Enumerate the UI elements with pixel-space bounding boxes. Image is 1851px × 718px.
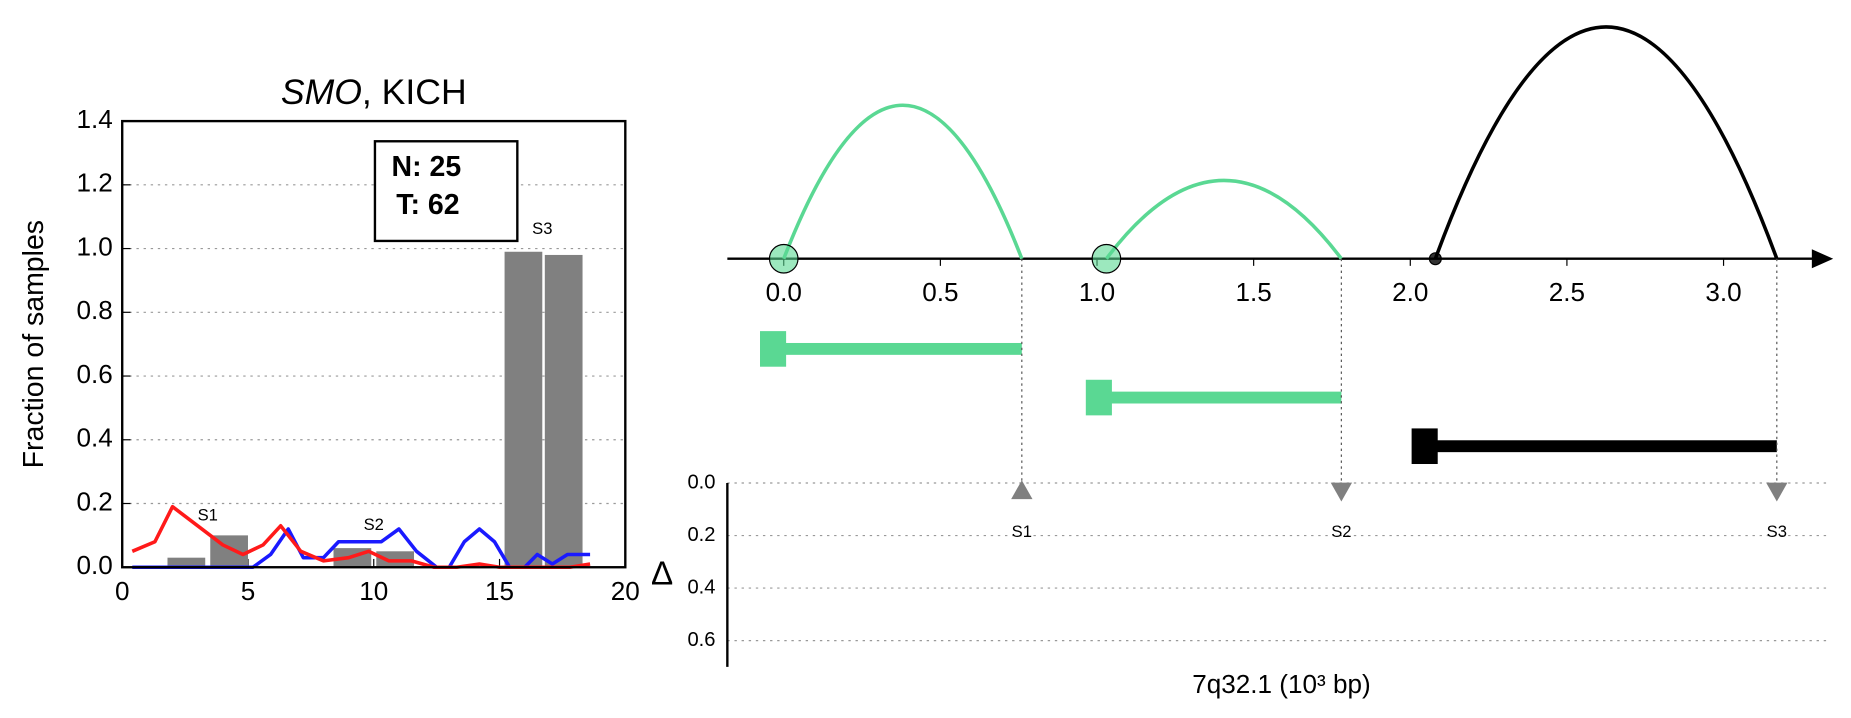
annotation-text: N: 25 <box>392 151 462 183</box>
y-tick-label: 0.6 <box>687 629 715 651</box>
x-tick-label: 20 <box>611 576 640 606</box>
transcript <box>783 342 1022 355</box>
y-tick-label: 0.8 <box>76 295 112 325</box>
breakpoint-marker <box>1330 482 1353 502</box>
x-axis-label: 7q32.1 (10³ bp) <box>1192 669 1370 699</box>
title-cohort: , KICH <box>362 72 467 112</box>
y-tick-label: 1.0 <box>76 231 112 261</box>
bar <box>167 557 206 568</box>
arc <box>1104 178 1343 260</box>
y-tick-label: 0.4 <box>76 423 112 453</box>
annotation-box <box>373 140 519 243</box>
breakpoint-label: S1 <box>1012 522 1032 541</box>
arc <box>1433 25 1779 260</box>
chart-title: SMO, KICH <box>281 72 467 112</box>
arc-start <box>1428 252 1442 266</box>
y-tick-label: 0.6 <box>76 359 112 389</box>
y-tick-label: 0.4 <box>687 576 715 598</box>
transcript-start <box>1411 428 1438 465</box>
title-gene: SMO <box>281 72 362 112</box>
y-axis-label: Δ <box>651 555 673 592</box>
y-axis-label: Fraction of samples <box>18 220 50 468</box>
x-tick-label: 0.0 <box>766 277 802 307</box>
segment-label: S1 <box>198 506 218 525</box>
x-tick-label: 2.0 <box>1392 277 1428 307</box>
x-tick-label: 0.5 <box>922 277 958 307</box>
breakpoint-marker <box>1766 482 1788 502</box>
y-tick-label: 1.2 <box>76 168 112 198</box>
transcript <box>1435 440 1777 453</box>
y-tick-label: 0.2 <box>76 486 112 516</box>
x-tick-label: 10 <box>359 576 388 606</box>
transcript-start <box>760 331 787 367</box>
x-tick-label: 1.5 <box>1236 277 1272 307</box>
y-tick-label: 1.4 <box>76 104 112 134</box>
transcript <box>1109 391 1342 404</box>
segment-label: S2 <box>364 515 384 534</box>
x-axis-arrow <box>1811 249 1834 269</box>
x-tick-label: 15 <box>485 576 514 606</box>
plot-frame <box>121 119 627 569</box>
x-tick-label: 0 <box>115 576 130 606</box>
x-tick-label: 3.0 <box>1705 277 1741 307</box>
y-tick-label: 0.0 <box>687 471 715 493</box>
annotation-text: T: 62 <box>396 189 459 221</box>
arc-start <box>768 243 799 274</box>
breakpoint-marker <box>1011 480 1033 500</box>
y-tick-label: 0.2 <box>687 524 715 546</box>
breakpoint-label: S2 <box>1331 522 1351 541</box>
x-tick-label: 1.0 <box>1079 277 1115 307</box>
arc-start <box>1091 243 1122 274</box>
y-tick-label: 0.0 <box>76 550 112 580</box>
segment-label: S3 <box>532 219 552 238</box>
x-tick-label: 2.5 <box>1549 277 1585 307</box>
x-tick-label: 5 <box>241 576 256 606</box>
transcript-start <box>1085 379 1112 416</box>
bar <box>544 254 583 568</box>
bar <box>504 251 543 568</box>
arc <box>782 103 1024 260</box>
breakpoint-label: S3 <box>1767 522 1787 541</box>
